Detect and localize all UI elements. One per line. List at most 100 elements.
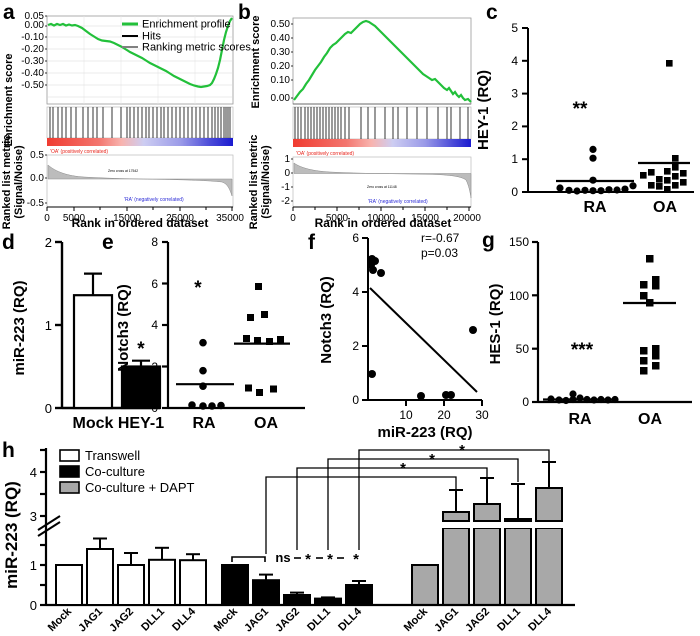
panel-d-yaxis-title: miR-223 (RQ) xyxy=(11,280,28,375)
panel-h-bracket-star-1: * xyxy=(400,460,406,477)
panel-h-category-labels: Mock JAG1 JAG2 DLL1 DLL4 Mock JAG1 JAG2 … xyxy=(46,605,555,634)
panel-c-ytick-labels: 0 1 2 3 4 5 xyxy=(511,21,518,199)
svg-text:25000: 25000 xyxy=(166,213,194,224)
svg-text:-0.40: -0.40 xyxy=(21,68,44,79)
panel-f-p-value: p=0.03 xyxy=(421,246,458,260)
negatively-correlated-label: 'RA' (negatively correlated) xyxy=(124,197,184,203)
svg-text:5000: 5000 xyxy=(326,213,349,224)
panel-a-xaxis-title: Rank in ordered dataset xyxy=(72,216,209,230)
svg-text:Mock: Mock xyxy=(46,605,75,634)
panel-d-plot: 0 1 2 miR-223 (RQ) * Mock HEY-1 xyxy=(11,235,164,432)
svg-text:15000: 15000 xyxy=(411,213,439,224)
ranking-metric-area xyxy=(47,164,233,197)
panel-b-yaxis-title-top: Enrichment score xyxy=(250,16,262,109)
panel-b-letter: b xyxy=(238,1,251,24)
hits-strip xyxy=(292,106,472,140)
svg-text:JAG1: JAG1 xyxy=(76,606,105,635)
panel-c-yaxis-title: HEY-1 (RQ) xyxy=(475,70,492,150)
panel-f: f 0 2 4 6 10 20 30 Notch3 (RQ) miR-223 (… xyxy=(305,228,495,443)
svg-text:20: 20 xyxy=(437,408,451,422)
panel-b-xaxis-title: Rank in ordered dataset xyxy=(315,216,452,230)
panel-g-group-ra: RA xyxy=(568,411,592,428)
ranked-list-frame xyxy=(292,156,472,208)
bar-coculture-jag2 xyxy=(283,594,311,606)
panel-h-star-dll4: * xyxy=(353,551,359,568)
bar-coculture-mock xyxy=(221,564,249,606)
panel-h-letter: h xyxy=(2,439,15,462)
panel-d-bar-hey1 xyxy=(120,365,162,410)
panel-h-axis-break xyxy=(37,515,61,537)
correlation-colorbar xyxy=(47,138,233,146)
panel-h-group-transwell xyxy=(55,537,207,607)
panel-g-yticks xyxy=(532,240,538,404)
svg-text:Mock: Mock xyxy=(212,605,241,634)
svg-text:0: 0 xyxy=(45,401,52,416)
legend-swatch-coculture xyxy=(59,465,80,478)
panel-g-yaxis-title: HES-1 (RQ) xyxy=(487,284,504,365)
svg-text:3: 3 xyxy=(30,509,37,524)
panel-f-fit-line xyxy=(369,287,478,393)
bar-transwell-dll1 xyxy=(148,558,176,607)
bar-transwell-mock xyxy=(55,564,83,606)
panel-c-series-oa xyxy=(640,60,687,193)
panel-c-series-ra xyxy=(556,145,637,195)
enrichment-profile-curve xyxy=(47,17,233,89)
svg-text:6: 6 xyxy=(352,231,359,245)
svg-text:DLL1: DLL1 xyxy=(139,606,167,634)
svg-text:0: 0 xyxy=(30,598,37,613)
panel-h-ns-bracket xyxy=(231,556,266,562)
svg-text:0: 0 xyxy=(151,401,158,415)
panel-a-yaxis-title-top: Enrichment score xyxy=(3,54,15,147)
panel-h-comparison-brackets xyxy=(265,449,550,554)
svg-text:2: 2 xyxy=(352,339,359,353)
panel-h-ytick-labels: 0 1 3 4 xyxy=(30,465,37,613)
panel-f-r-value: r=-0.67 xyxy=(421,231,460,245)
svg-text:0.00: 0.00 xyxy=(25,20,45,31)
bar-transwell-dll4 xyxy=(179,559,207,606)
svg-text:-0.30: -0.30 xyxy=(21,56,44,67)
svg-text:-2: -2 xyxy=(281,196,290,207)
panel-h-star-dll1: * xyxy=(327,551,333,568)
panel-e-plot: 0 2 4 6 8 Notch3 (RQ) * xyxy=(115,235,305,432)
svg-text:DLL1: DLL1 xyxy=(495,606,523,634)
bar-dapt-jag2 xyxy=(473,527,501,606)
svg-text:-0.20: -0.20 xyxy=(21,44,44,55)
svg-text:0.0: 0.0 xyxy=(30,173,44,184)
panel-h-legend: Transwell Co-culture Co-culture + DAPT xyxy=(59,448,195,495)
ranking-metric-area xyxy=(293,162,472,199)
svg-text:0.30: 0.30 xyxy=(271,47,291,58)
svg-text:3: 3 xyxy=(511,87,518,101)
panel-e-significance: * xyxy=(194,278,202,299)
svg-text:-0.5: -0.5 xyxy=(27,198,45,209)
panel-a-yaxis-title-bottom: Ranked list metric xyxy=(1,135,13,230)
panel-d-category-hey1: HEY-1 xyxy=(118,415,164,432)
legend-swatch-transwell xyxy=(59,449,80,462)
panel-e-ytick-labels: 0 2 4 6 8 xyxy=(151,235,158,415)
panel-g: g 0 50 100 150 HES-1 (RQ) *** xyxy=(480,228,700,443)
positively-correlated-label: 'OA' (positively correlated) xyxy=(296,151,354,157)
svg-text:8: 8 xyxy=(151,235,158,249)
panel-f-xticks xyxy=(405,400,483,406)
zero-cross-label: Zero cross at 17542 xyxy=(108,169,138,173)
panel-a: a 0.05 0.00 -0.10 -0.20 -0.30 -0.40 -0.5… xyxy=(0,0,251,230)
enrichment-profile-curve xyxy=(293,19,472,103)
svg-text:JAG1: JAG1 xyxy=(242,606,271,635)
svg-text:4: 4 xyxy=(151,318,158,332)
panel-f-ytick-labels: 0 2 4 6 xyxy=(352,231,359,407)
panel-a-ytick-labels-bottom: 0.5 0.0 -0.5 xyxy=(27,150,45,209)
panel-g-letter: g xyxy=(482,229,495,252)
panel-c-significance: ** xyxy=(573,99,588,120)
svg-text:0.5: 0.5 xyxy=(30,150,44,161)
svg-text:0: 0 xyxy=(290,213,296,224)
bar-coculture-jag1 xyxy=(252,579,280,606)
svg-text:0.20: 0.20 xyxy=(271,61,291,72)
enrichment-plot-frame xyxy=(46,15,234,105)
zero-cross-label: Zero cross at 11148 xyxy=(367,185,397,189)
legend-label-coculture-dapt: Co-culture + DAPT xyxy=(85,480,195,495)
panel-d-letter: d xyxy=(2,231,15,254)
panel-h-plot: 0 1 3 4 miR-223 (RQ) Transwell Co-cultur… xyxy=(2,442,575,634)
panel-d-bar-mock xyxy=(72,294,114,410)
panel-e-yaxis-title: Notch3 (RQ) xyxy=(115,284,132,372)
panel-b-ytick-labels: 0.50 0.40 0.30 0.20 0.10 0.00 xyxy=(271,19,291,104)
panel-f-points xyxy=(367,255,477,400)
